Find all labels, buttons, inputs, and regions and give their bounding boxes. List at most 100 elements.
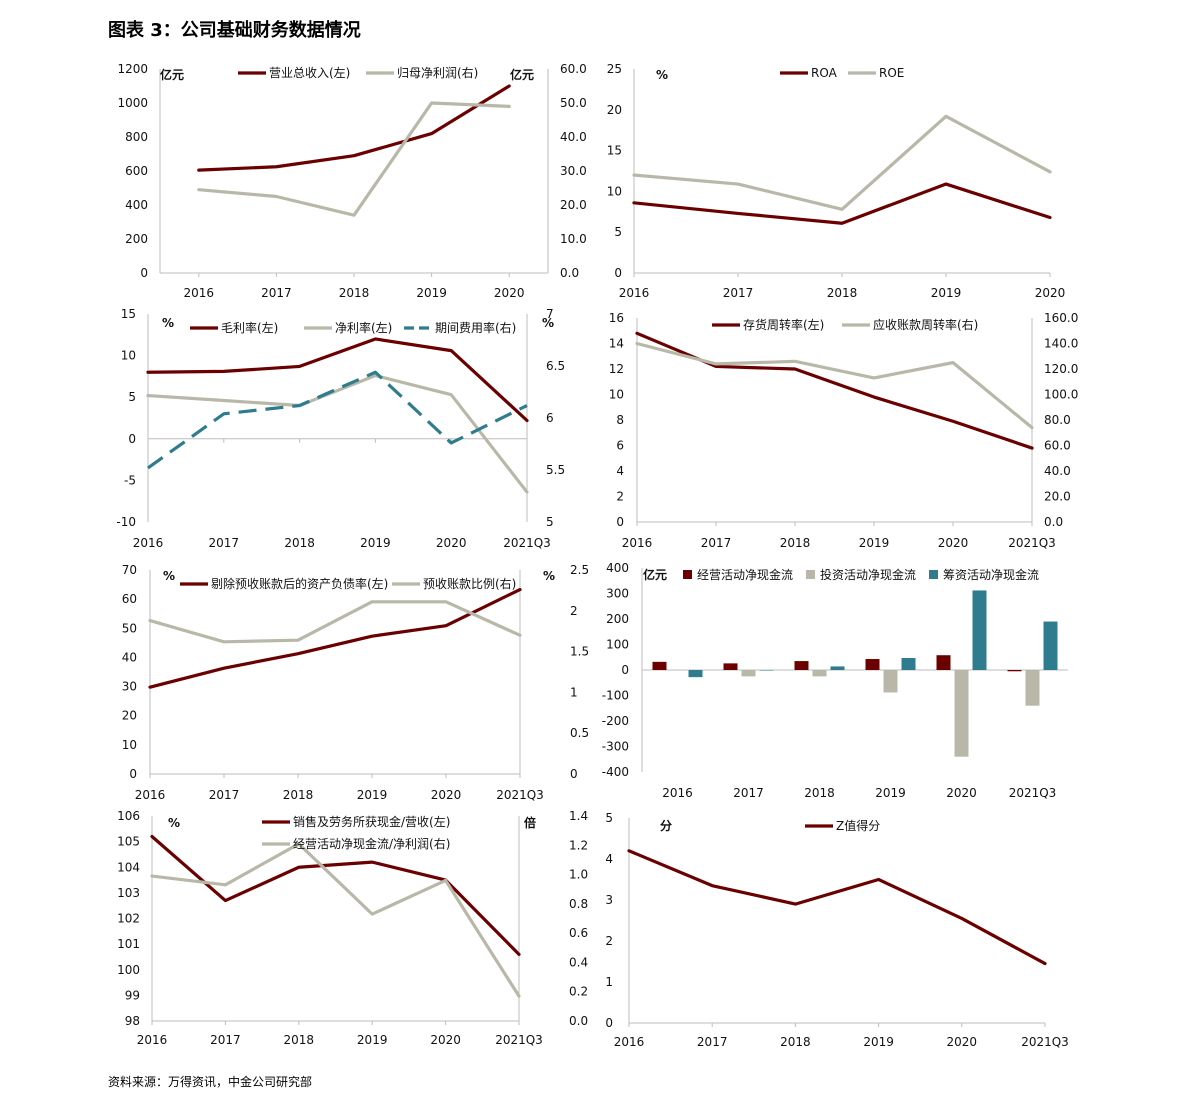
legend-label: 归母净利润(右) [397,65,478,80]
y-tick-label-left: 20 [122,709,137,723]
chart-c6: -400 -300 -200 -100 0 100 200 300 400 2016 2017 201… [602,561,1068,800]
y-tick-label-left: 15 [607,144,622,158]
y-tick-label-left: 5 [614,225,622,239]
unit-label-left: 亿元 [643,567,667,582]
y-tick-label-left: 103 [117,886,140,900]
y-tick-label-left: 16 [609,311,624,325]
y-tick-label-right: 140.0 [1044,337,1078,351]
series-line [635,341,1034,430]
y-tick-label-right: 0.5 [570,726,589,740]
y-tick-label-left: 12 [609,362,624,376]
unit-label-left: 分 [660,818,672,833]
y-tick-label-right: 1.0 [569,868,588,882]
bar [652,661,667,670]
y-tick-label-left: 60 [122,592,137,606]
series-line [635,331,1034,450]
bar [812,670,827,677]
y-tick-label-left: 14 [609,337,624,351]
x-tick-label: 2017 [723,286,754,300]
y-tick-label-left: 800 [125,130,148,144]
x-tick-label: 2018 [827,286,858,300]
y-tick-label-left: 102 [117,912,140,926]
x-tick-label: 2020 [430,1033,461,1047]
legend-swatch [929,570,938,579]
y-tick-label-left: 104 [117,860,140,874]
x-tick-label: 2020 [436,536,467,550]
series-line [146,337,529,423]
bar [1025,670,1040,706]
bar [954,670,969,757]
x-tick-label: 2020 [938,536,969,550]
series-line [627,849,1047,966]
x-tick-label: 2019 [863,1035,894,1049]
chart-c4: 02468101214160.020.040.060.080.0100.0120… [609,311,1079,550]
bar [1007,670,1022,672]
y-tick-label-left: -100 [602,689,629,703]
x-tick-label: 2018 [780,1035,811,1049]
legend-label: 期间费用率(右) [435,320,516,335]
x-tick-label: 2020 [494,286,525,300]
y-tick-label-left: -200 [602,714,629,728]
bar [830,666,845,670]
unit-label-left: % [162,316,174,330]
x-tick-label: 2021Q3 [1008,536,1056,550]
y-tick-label-left: 2 [605,934,613,948]
unit-label-right: 亿元 [510,67,534,82]
legend-label: Z值得分 [836,818,880,833]
bar [741,670,756,677]
x-tick-label: 2018 [780,536,811,550]
chart-c3: -10 -5 0 5 10 15 5 5.5 6 6.5 7 2016 2017 2018 2019 2020… [116,307,565,550]
y-tick-label-right: 0.8 [569,897,588,911]
x-tick-label: 2017 [697,1035,728,1049]
y-tick-label-left: 0 [616,515,624,529]
y-tick-label-left: 10 [609,388,624,402]
y-tick-label-left: 1000 [117,96,148,110]
y-tick-label-left: 0 [140,266,148,280]
x-tick-label: 2019 [875,786,906,800]
x-tick-label: 2016 [614,1035,645,1049]
chart-c7: 98 99 100 101 102 103 104 105 106 0.0 0.2 0.4 0.6 0.8… [117,809,588,1047]
y-tick-label-right: 1.2 [569,838,588,852]
chart-c2: 0 5 10 15 20 25 2016 2017 2018 2019 2020% ROA ROE [607,62,1066,300]
y-tick-label-left: 0 [128,432,136,446]
y-tick-label-right: 160.0 [1044,311,1078,325]
bar [1043,621,1058,670]
x-tick-label: 2018 [284,536,315,550]
y-tick-label-right: 0.4 [569,955,588,969]
page-title: 图表 3：公司基础财务数据情况 [108,20,361,41]
y-tick-label-left: 600 [125,164,148,178]
y-tick-label-left: 0 [621,663,629,677]
bar [936,655,951,670]
y-tick-label-right: 100.0 [1044,388,1078,402]
x-tick-label: 2021Q3 [496,788,544,802]
bar [972,590,987,670]
legend-label: 经营活动净现金流 [697,567,793,582]
y-tick-label-right: 50.0 [560,96,587,110]
y-tick-label-left: 400 [606,561,629,575]
unit-label-left: 亿元 [160,67,184,82]
chart-c5: 0 10 20 30 40 50 60 70 0 0.5 1 1.5 2 2.5 2016 2017 2018 2… [122,563,589,802]
x-tick-label: 2019 [931,286,962,300]
y-tick-label-right: 0.0 [569,1014,588,1028]
bar [883,670,898,693]
bar [901,658,916,670]
legend-label: 存货周转率(左) [743,317,824,332]
y-tick-label-left: 105 [117,835,140,849]
y-tick-label-right: 60.0 [560,62,587,76]
x-tick-label: 2021Q3 [1021,1035,1069,1049]
x-tick-label: 2019 [360,536,391,550]
x-tick-label: 2019 [859,536,890,550]
y-tick-label-left: -400 [602,765,629,779]
unit-label-right: % [543,569,555,583]
y-tick-label-left: 40 [122,650,137,664]
x-tick-label: 2019 [357,788,388,802]
y-tick-label-left: 10 [122,738,137,752]
legend-label: ROA [811,66,838,80]
y-tick-label-left: 101 [117,937,140,951]
x-tick-label: 2018 [804,786,835,800]
x-tick-label: 2017 [733,786,764,800]
x-tick-label: 2020 [431,788,462,802]
y-tick-label-left: -5 [124,473,136,487]
y-tick-label-right: 20.0 [560,198,587,212]
series-line [146,373,529,494]
